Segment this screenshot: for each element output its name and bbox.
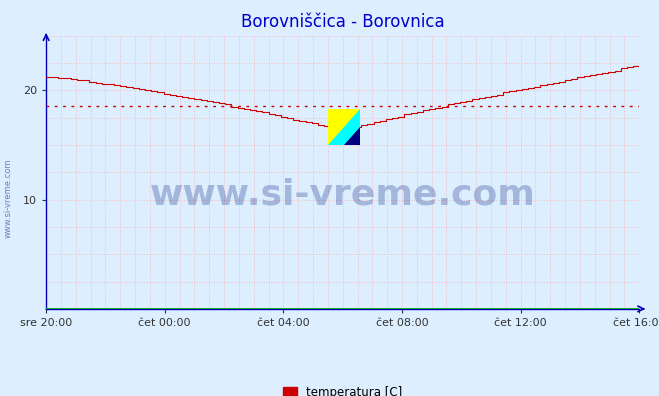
Text: www.si-vreme.com: www.si-vreme.com [150, 177, 536, 211]
Polygon shape [328, 109, 360, 145]
Polygon shape [328, 109, 360, 145]
Title: Borovniščica - Borovnica: Borovniščica - Borovnica [241, 13, 444, 31]
Polygon shape [344, 127, 360, 145]
Text: www.si-vreme.com: www.si-vreme.com [3, 158, 13, 238]
Legend: temperatura [C], pretok [m3/s]: temperatura [C], pretok [m3/s] [283, 386, 403, 396]
